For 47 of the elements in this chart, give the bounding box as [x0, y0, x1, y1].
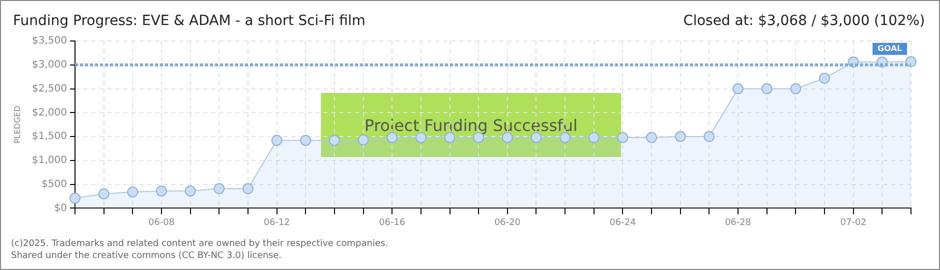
x-tick-label: 06-16 — [379, 218, 406, 228]
x-tick-label: 06-08 — [148, 218, 175, 228]
y-tick-label: $3,500 — [32, 36, 67, 47]
point — [560, 132, 571, 143]
point — [502, 132, 513, 143]
y-tick-label: $1,000 — [32, 155, 67, 166]
point — [588, 132, 600, 143]
point — [214, 183, 225, 194]
point — [70, 192, 80, 204]
point — [819, 72, 830, 84]
y-tick-label: $0 — [54, 202, 67, 214]
point — [674, 131, 686, 142]
y-tick-label: $2,500 — [32, 83, 67, 94]
chart-title: Funding Progress: EVE & ADAM - a short Sci-Fi film — [13, 13, 366, 29]
point — [761, 83, 772, 94]
chart-subtitle: Closed at: $3,068 / $3,000 (102%) — [683, 13, 925, 29]
point — [790, 83, 802, 94]
point — [415, 132, 426, 143]
y-tick-label: $2,000 — [32, 107, 67, 118]
x-tick-label: 06-28 — [724, 218, 752, 228]
x-tick-label: 06-12 — [264, 218, 290, 228]
ref-line-label: GOAL — [878, 44, 902, 53]
point — [617, 132, 628, 143]
point — [386, 132, 398, 143]
x-tick-label: 06-20 — [494, 218, 521, 228]
point — [906, 56, 916, 68]
point — [704, 131, 715, 142]
point — [271, 134, 282, 146]
text: (c)2025. Trademarks and related content are owned by their respective companies. — [11, 238, 388, 250]
point — [156, 186, 167, 197]
y-tick-label: $500 — [42, 178, 67, 190]
point — [530, 132, 542, 143]
x-tick-label: 07-02 — [840, 218, 866, 228]
point — [300, 134, 312, 146]
point — [184, 186, 196, 197]
text: Shared under the creative commons (CC BY-NC 3.0) license. — [11, 250, 283, 262]
point — [358, 134, 369, 146]
point — [242, 183, 254, 194]
point — [732, 83, 744, 94]
y-tick-label: $1,500 — [32, 131, 67, 142]
y-axis-title: PLEDGED — [12, 106, 22, 144]
x-tick-label: 06-24 — [610, 218, 636, 228]
point — [328, 134, 340, 146]
y-tick-label: $3,000 — [32, 59, 67, 70]
point — [646, 132, 658, 143]
point — [98, 188, 110, 200]
point — [127, 186, 138, 198]
